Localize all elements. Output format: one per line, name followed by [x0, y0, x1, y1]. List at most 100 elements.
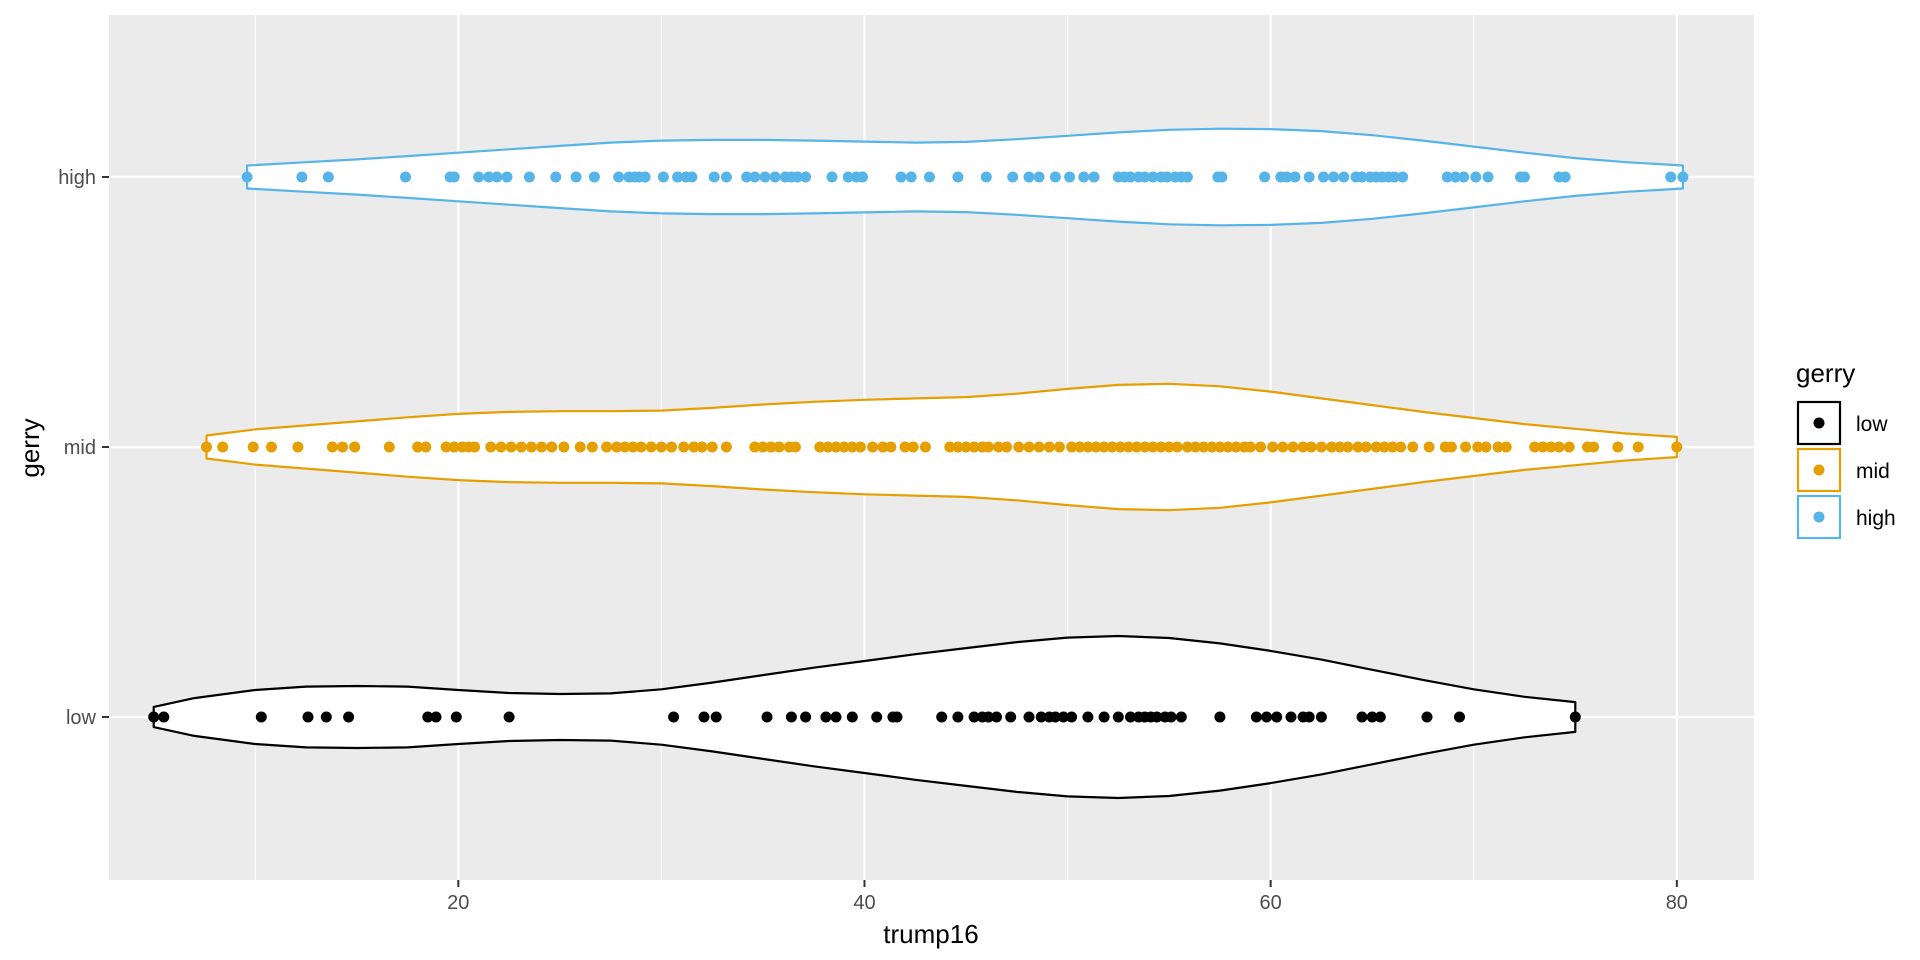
point-mid	[885, 441, 897, 453]
point-mid	[586, 441, 598, 453]
point-high	[895, 171, 907, 183]
point-high	[1078, 171, 1090, 183]
point-mid	[1244, 441, 1256, 453]
point-mid	[655, 441, 667, 453]
point-mid	[525, 441, 537, 453]
point-mid	[1277, 441, 1289, 453]
violin-high	[246, 127, 1684, 227]
point-low	[1125, 711, 1136, 723]
point-mid	[765, 441, 777, 453]
point-mid	[1198, 441, 1210, 453]
point-mid	[1206, 441, 1218, 453]
point-mid	[1545, 441, 1557, 453]
point-high	[800, 171, 812, 183]
point-high	[708, 171, 720, 183]
point-mid	[574, 441, 586, 453]
point-mid	[247, 441, 259, 453]
point-high	[1677, 171, 1689, 183]
point-low	[1315, 711, 1327, 723]
x-tick-label: 20	[447, 892, 469, 914]
point-high	[749, 171, 761, 183]
point-low	[982, 711, 994, 723]
point-mid	[201, 441, 212, 453]
point-mid	[993, 441, 1004, 453]
point-high	[1088, 171, 1100, 183]
point-mid	[1326, 441, 1338, 453]
legend-point-low	[1813, 417, 1825, 429]
point-mid	[485, 441, 497, 453]
point-mid	[846, 441, 858, 453]
point-high	[1397, 171, 1409, 183]
point-mid	[1500, 441, 1512, 453]
point-low	[1250, 711, 1262, 723]
point-high	[1289, 171, 1301, 183]
point-mid	[469, 441, 481, 453]
point-high	[550, 171, 562, 183]
point-mid	[1287, 441, 1299, 453]
point-high	[980, 171, 992, 183]
point-mid	[1090, 441, 1102, 453]
point-mid	[1334, 441, 1346, 453]
point-low	[991, 711, 1002, 723]
point-mid	[601, 441, 613, 453]
point-mid	[1537, 441, 1549, 453]
point-high	[501, 171, 513, 183]
point-low	[503, 711, 515, 723]
point-high	[1665, 171, 1677, 183]
point-low	[698, 711, 710, 723]
point-high	[588, 171, 600, 183]
point-mid	[645, 441, 657, 453]
point-mid	[266, 441, 277, 453]
violin-low	[152, 634, 1577, 800]
point-low	[1271, 711, 1283, 723]
point-mid	[982, 441, 994, 453]
x-tick-label: 60	[1260, 892, 1282, 914]
point-mid	[1632, 441, 1644, 453]
legend-label-high: high	[1856, 507, 1896, 530]
point-mid	[611, 441, 623, 453]
point-mid	[627, 441, 639, 453]
point-mid	[678, 441, 690, 453]
point-low	[1366, 711, 1378, 723]
point-mid	[899, 441, 911, 453]
point-mid	[1013, 441, 1025, 453]
point-mid	[1053, 441, 1065, 453]
point-high	[448, 171, 460, 183]
point-mid	[1315, 441, 1327, 453]
legend-title: gerry	[1796, 358, 1855, 388]
point-high	[1559, 171, 1571, 183]
point-mid	[217, 441, 229, 453]
point-high	[1139, 171, 1151, 183]
point-mid	[1230, 441, 1242, 453]
point-mid	[515, 441, 527, 453]
point-high	[1259, 171, 1271, 183]
point-high	[322, 171, 334, 183]
point-mid	[1563, 441, 1575, 453]
point-mid	[960, 441, 972, 453]
point-mid	[1001, 441, 1013, 453]
point-mid	[1114, 441, 1126, 453]
point-low	[1454, 711, 1465, 723]
point-mid	[952, 441, 964, 453]
point-mid	[666, 441, 677, 453]
point-high	[296, 171, 308, 183]
point-mid	[326, 441, 338, 453]
point-mid	[944, 441, 956, 453]
point-high	[1338, 171, 1350, 183]
point-high	[1181, 171, 1193, 183]
point-high	[523, 171, 535, 183]
point-low	[1035, 711, 1047, 723]
point-high	[1033, 171, 1045, 183]
point-low	[1214, 711, 1226, 723]
point-mid	[546, 441, 558, 453]
point-low	[1261, 711, 1273, 723]
point-high	[1281, 171, 1293, 183]
point-mid	[1360, 441, 1372, 453]
point-high	[769, 171, 781, 183]
point-low	[1066, 711, 1078, 723]
point-mid	[1370, 441, 1382, 453]
point-low	[320, 711, 332, 723]
point-high	[826, 171, 838, 183]
point-high	[686, 171, 698, 183]
point-mid	[448, 441, 460, 453]
